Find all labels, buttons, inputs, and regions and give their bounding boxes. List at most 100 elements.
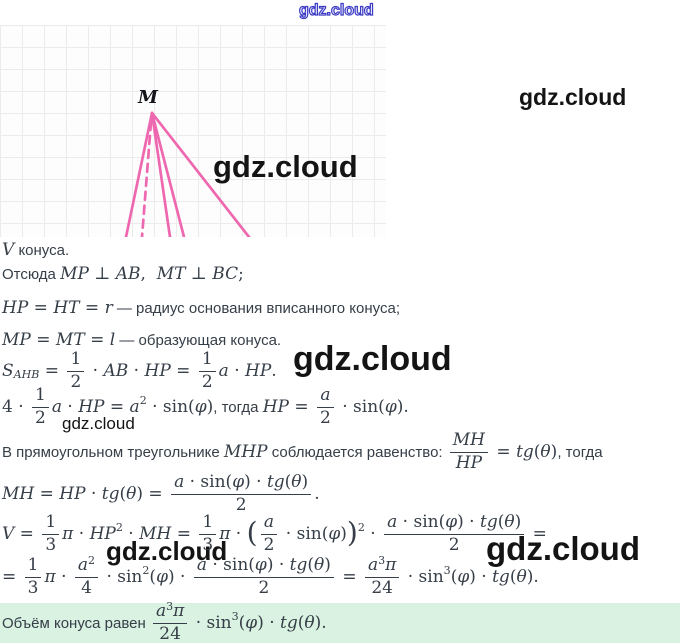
math-variable: a <box>387 512 398 533</box>
math-variable: a <box>320 385 331 406</box>
superscript: 3 <box>378 554 386 568</box>
prose-text: — образующая конуса. <box>115 331 282 349</box>
math-operator: ). <box>314 613 327 633</box>
math-operator: = <box>170 361 196 381</box>
math-variable: tg <box>266 472 285 493</box>
superscript: 3 <box>443 564 451 578</box>
math-operator: 24 <box>371 577 393 598</box>
fraction: a · sin(φ) · tg(θ) 2 <box>171 472 312 515</box>
math-operator: · sin <box>190 613 232 633</box>
math-operator: 2 <box>201 371 213 392</box>
math-operator: ; <box>238 264 244 284</box>
pyramid-edge-mid-left <box>150 111 172 237</box>
pyramid-edge-right <box>150 111 251 237</box>
math-operator: · <box>87 361 104 381</box>
math-operator: = <box>34 484 60 504</box>
math-variable: tg <box>101 484 120 504</box>
math-variable: tg <box>280 613 298 633</box>
math-operator: 1 <box>70 349 82 370</box>
math-operator: 1 <box>35 385 46 406</box>
math-variable: HP <box>455 452 483 473</box>
math-variable: φ <box>445 512 458 533</box>
math-operator: · sin( <box>397 512 446 533</box>
math-variable: tg <box>479 512 498 533</box>
math-operator: · <box>122 524 140 544</box>
math-operator: ( <box>149 567 157 587</box>
math-operator: · <box>73 524 90 544</box>
math-variable: π <box>385 555 397 576</box>
math-variable: φ <box>328 524 341 544</box>
math-operator: , <box>140 264 157 284</box>
fraction: a3π 24 <box>364 554 400 598</box>
math-operator: ( <box>533 442 541 462</box>
prose-text: Отсюда <box>2 265 61 283</box>
superscript: 2 <box>88 554 96 568</box>
math-variable: θ <box>504 512 515 533</box>
math-variable: MH <box>452 430 485 451</box>
math-operator: ( <box>284 472 292 493</box>
math-variable: a <box>196 555 207 576</box>
math-operator: · <box>230 524 247 544</box>
watermark-figure-middle: gdz.cloud <box>213 149 358 184</box>
math-operator: ) <box>206 397 214 417</box>
math-variable: MHP <box>223 442 268 462</box>
math-variable: HP <box>144 361 171 381</box>
fraction: a3π 24 <box>152 601 188 643</box>
math-operator: 3 <box>27 577 39 598</box>
math-variable: a <box>174 472 185 493</box>
math-variable: φ <box>245 613 258 633</box>
math-operator: ⊥ <box>185 264 213 284</box>
math-operator: ( <box>238 613 246 633</box>
math-operator: 2 <box>263 534 275 555</box>
math-operator: = <box>491 442 517 462</box>
math-variable: HT <box>53 298 80 318</box>
pyramid-height-dashed-line <box>140 120 153 237</box>
math-operator: . <box>271 361 277 381</box>
math-variable: MP <box>60 264 89 284</box>
math-variable: a <box>77 555 89 576</box>
math-variable: a <box>129 397 140 417</box>
math-operator: 4 · <box>2 397 30 417</box>
math-variable: tg <box>492 567 510 587</box>
math-operator: ) · <box>257 613 281 633</box>
math-operator: = <box>84 330 110 350</box>
math-operator: · sin <box>101 567 143 587</box>
math-operator: = <box>104 397 130 417</box>
math-operator: · <box>55 567 72 587</box>
math-operator: ( <box>119 484 127 504</box>
superscript: 2 <box>139 394 147 408</box>
math-operator: 24 <box>159 623 181 643</box>
prose-text: конуса. <box>14 241 70 259</box>
watermark-figure-right: gdz.cloud <box>519 84 627 110</box>
math-variable: θ <box>540 442 551 462</box>
solution-line: Отсюда MP ⊥ AB, MT ⊥ BC; <box>2 261 244 287</box>
watermark-top-outline: gdz.cloud <box>298 2 374 19</box>
math-operator: ) <box>550 442 558 462</box>
math-operator: 2 <box>235 494 247 515</box>
math-variable: HP <box>245 361 272 381</box>
math-operator: ). <box>396 397 409 417</box>
math-operator: ( <box>509 567 517 587</box>
math-operator: 2 <box>448 534 460 555</box>
math-operator: · <box>85 484 102 504</box>
math-variable: tg <box>289 555 308 576</box>
math-variable: φ <box>232 472 245 493</box>
math-operator: ) · <box>469 567 493 587</box>
conclusion-line: Объём конуса равен a3π 24 · sin 3(φ) · tg(… <box>2 601 327 643</box>
solution-line: MP = MT = l — образующая конуса. <box>2 327 281 353</box>
math-variable: a <box>263 512 275 533</box>
math-variable: HP <box>59 484 86 504</box>
math-variable: V <box>2 240 15 260</box>
math-variable: V <box>2 524 15 544</box>
solution-line: В прямоугольном треугольнике MHP соблюда… <box>2 430 603 474</box>
watermark-formula-right: gdz.cloud <box>293 340 452 378</box>
fraction: a · sin(φ) · tg(θ) 2 <box>193 555 334 597</box>
math-variable: φ <box>194 397 207 417</box>
